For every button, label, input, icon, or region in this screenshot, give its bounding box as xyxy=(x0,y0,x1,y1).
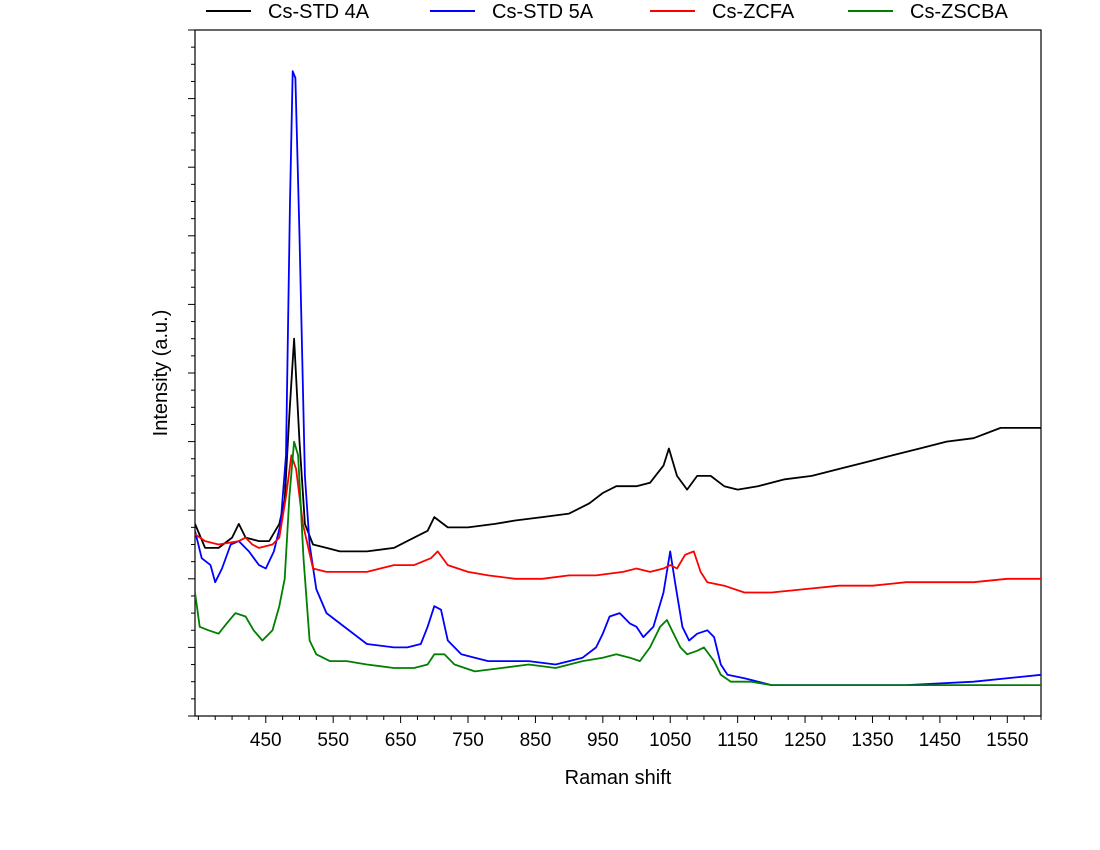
x-tick-label: 1050 xyxy=(649,730,691,751)
y-axis-title: Intensity (a.u.) xyxy=(150,310,172,437)
series-line-cs-std-4a xyxy=(195,337,1041,553)
x-tick-label: 650 xyxy=(385,730,417,751)
series-line-cs-std-5a xyxy=(195,70,1041,686)
legend-item: Cs-ZCFA xyxy=(650,1,795,23)
x-axis: 450 550 650 750 850 950 1050 1150 1250 1350 1450 15… xyxy=(197,716,1042,751)
legend-item: Cs-STD 5A xyxy=(430,1,594,23)
x-tick-label: 1550 xyxy=(986,730,1028,751)
legend-item: Cs-STD 4A xyxy=(206,1,370,23)
x-tick-label: 1450 xyxy=(919,730,961,751)
legend-item: Cs-ZSCBA xyxy=(848,1,1008,23)
legend: Cs-STD 4A Cs-STD 5A Cs-ZCFA Cs-ZSCBA xyxy=(206,1,1008,23)
legend-label: Cs-STD 5A xyxy=(492,1,594,23)
legend-label: Cs-STD 4A xyxy=(268,1,370,23)
series-layer xyxy=(195,70,1041,686)
series-line-cs-zscba xyxy=(195,440,1041,686)
x-tick-label: 450 xyxy=(250,730,282,751)
x-tick-label: 1250 xyxy=(784,730,826,751)
y-axis xyxy=(188,29,195,717)
legend-label: Cs-ZCFA xyxy=(712,1,795,23)
series-line-cs-zcfa xyxy=(195,454,1041,594)
x-tick-label: 1350 xyxy=(851,730,893,751)
legend-label: Cs-ZSCBA xyxy=(910,1,1008,23)
x-tick-label: 750 xyxy=(452,730,484,751)
x-tick-label: 1150 xyxy=(717,730,758,751)
x-tick-label: 850 xyxy=(520,730,552,751)
x-tick-label: 950 xyxy=(587,730,619,751)
x-tick-label: 550 xyxy=(317,730,349,751)
x-axis-title: Raman shift xyxy=(565,767,672,789)
